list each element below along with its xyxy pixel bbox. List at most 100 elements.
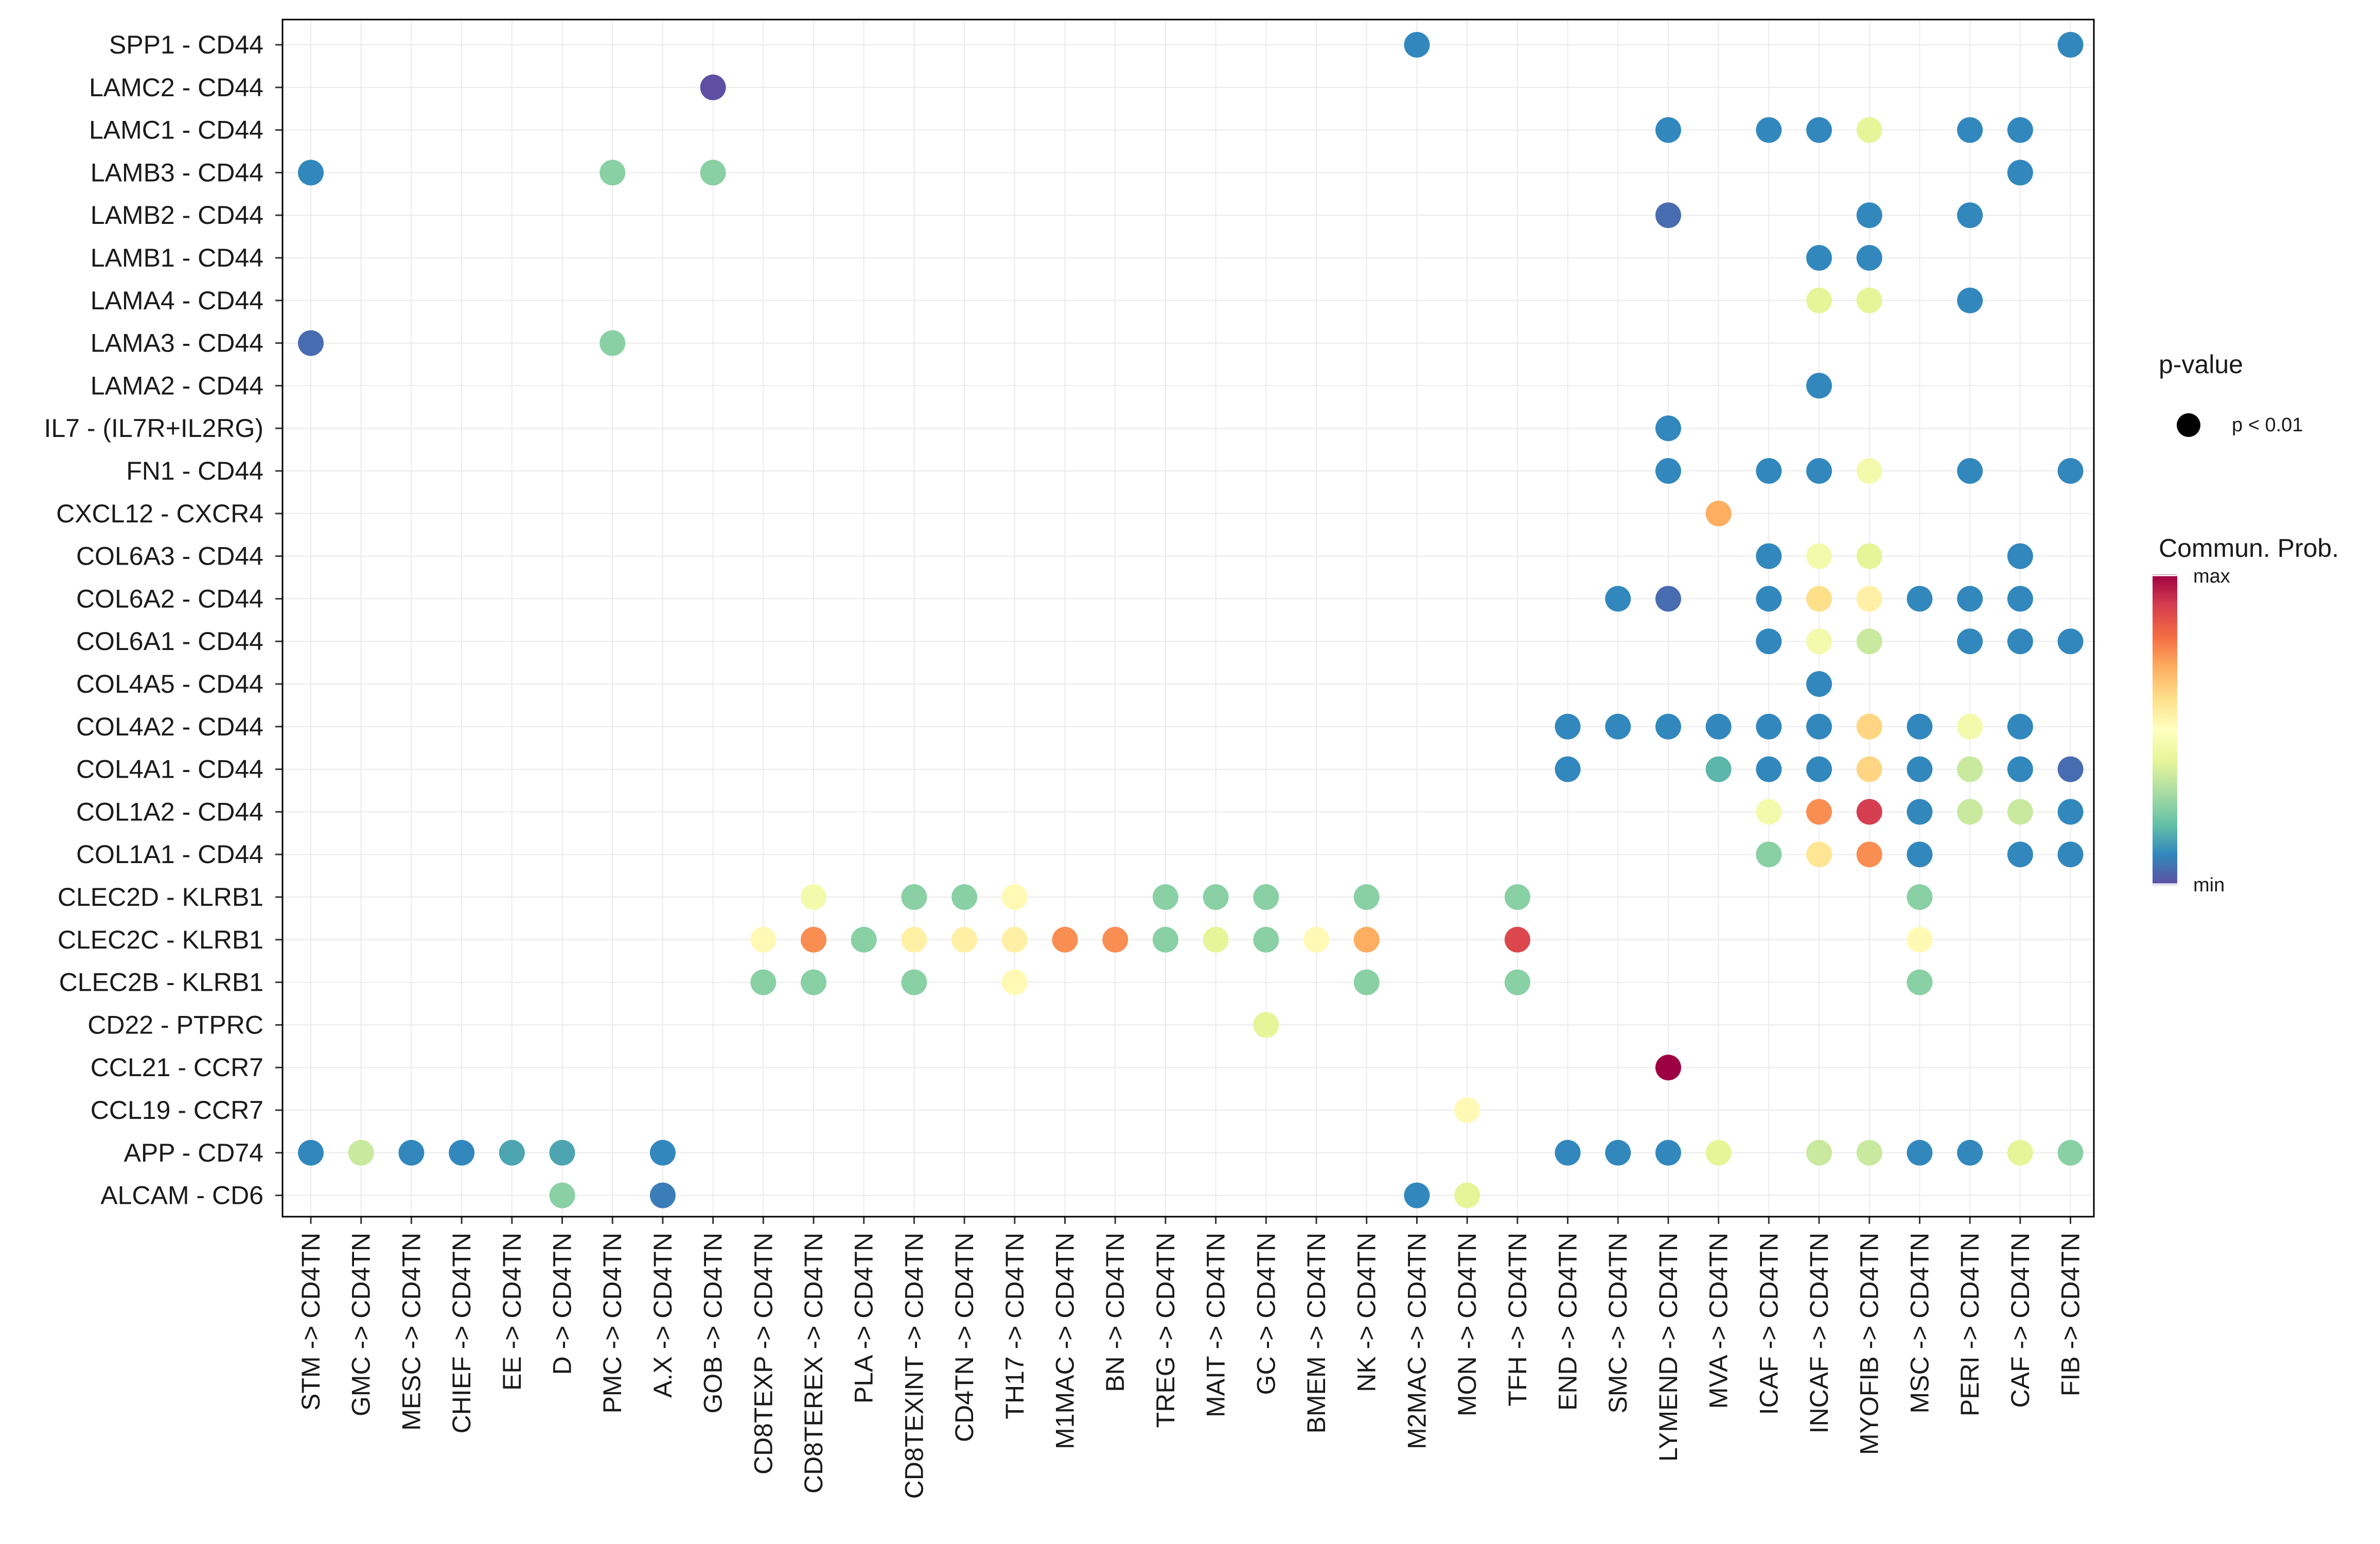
dot-point: [1303, 926, 1329, 953]
dot-point: [1756, 799, 1782, 825]
dot-point: [1907, 841, 1933, 868]
dot-point: [549, 1182, 575, 1208]
dot-point: [1806, 373, 1832, 399]
dot-point: [1806, 245, 1832, 271]
y-tick-label: COL1A1 - CD44: [76, 840, 263, 869]
dot-point: [1957, 628, 1983, 655]
x-tick-label: MVA -> CD4TN: [1704, 1233, 1733, 1409]
dot-point: [1907, 586, 1933, 612]
dot-point: [1404, 1182, 1430, 1208]
dot-point: [1756, 458, 1782, 484]
y-tick-label: CCL19 - CCR7: [91, 1096, 263, 1125]
dot-point: [2057, 1139, 2084, 1166]
dot-point: [649, 1182, 676, 1208]
dot-point: [1957, 287, 1983, 313]
dot-point: [298, 1139, 324, 1166]
y-tick-label: CD22 - PTPRC: [87, 1010, 263, 1039]
dot-point: [851, 926, 877, 953]
dot-point: [750, 926, 777, 953]
dot-point: [1655, 713, 1681, 740]
x-tick-label: CD8TEXP -> CD4TN: [749, 1233, 778, 1475]
y-tick-label: LAMA2 - CD44: [91, 371, 263, 400]
dot-point: [2057, 756, 2084, 782]
x-tick-label: SMC -> CD4TN: [1603, 1233, 1632, 1413]
dot-point: [1705, 500, 1732, 527]
y-tick-label: COL6A3 - CD44: [76, 542, 263, 571]
x-tick-label: MESC -> CD4TN: [397, 1233, 426, 1431]
dot-point: [2007, 586, 2033, 612]
dot-point: [1856, 117, 1882, 143]
dot-point: [1253, 1012, 1279, 1038]
dot-point: [1705, 756, 1732, 782]
dot-point: [700, 74, 726, 100]
dot-point: [1052, 926, 1078, 953]
y-tick-label: APP - CD74: [124, 1138, 263, 1167]
dot-point: [951, 884, 978, 910]
x-tick-label: EE -> CD4TN: [498, 1233, 526, 1391]
dot-point: [1856, 628, 1882, 655]
dot-point: [1756, 117, 1782, 143]
x-tick-label: NK -> CD4TN: [1352, 1233, 1381, 1392]
dot-point: [2007, 543, 2033, 569]
x-tick-label: M2MAC -> CD4TN: [1402, 1233, 1431, 1449]
y-tick-label: FN1 - CD44: [126, 457, 263, 485]
y-tick-label: LAMB1 - CD44: [91, 243, 263, 272]
dot-point: [1203, 926, 1229, 953]
dot-point: [1152, 884, 1178, 910]
dot-point: [750, 969, 777, 995]
dot-point: [901, 884, 927, 910]
x-tick-label: A.X -> CD4TN: [648, 1233, 677, 1398]
dot-point: [1404, 32, 1430, 58]
dot-point: [1555, 756, 1581, 782]
x-tick-label: MAIT -> CD4TN: [1202, 1233, 1230, 1417]
dot-point: [1001, 884, 1028, 910]
y-tick-label: LAMA4 - CD44: [91, 286, 263, 315]
x-tick-label: LYMEND -> CD4TN: [1654, 1233, 1683, 1462]
dot-point: [1806, 117, 1832, 143]
dot-point: [1856, 841, 1882, 868]
plot-panel-border: [281, 19, 2095, 1218]
dot-point: [499, 1139, 525, 1166]
dot-point: [1001, 969, 1028, 995]
dot-point: [951, 926, 978, 953]
y-tick-label: COL4A1 - CD44: [76, 755, 263, 784]
dot-point: [1655, 202, 1681, 229]
dot-point: [801, 969, 826, 995]
x-tick-label: BN -> CD4TN: [1101, 1233, 1130, 1392]
dot-point: [2057, 841, 2084, 868]
dot-point: [1806, 756, 1832, 782]
dot-point: [1957, 586, 1983, 612]
dot-point: [2057, 628, 2084, 655]
dot-point: [1756, 628, 1782, 655]
dot-point: [2007, 1139, 2033, 1166]
dot-point: [1806, 671, 1832, 697]
dot-point: [1907, 969, 1933, 995]
dot-point: [1957, 458, 1983, 484]
dot-point: [1856, 799, 1882, 825]
dot-point: [700, 160, 726, 186]
dot-point: [1806, 841, 1832, 868]
x-tick-label: CHIEF -> CD4TN: [447, 1233, 476, 1433]
dot-point: [1555, 713, 1581, 740]
dot-point: [1756, 841, 1782, 868]
dot-point: [1756, 543, 1782, 569]
dot-point: [1856, 713, 1882, 740]
dot-point: [1353, 926, 1380, 953]
dot-point: [1957, 799, 1983, 825]
dot-point: [901, 926, 927, 953]
dot-point: [449, 1139, 475, 1166]
dot-point: [2007, 628, 2033, 655]
y-tick-label: SPP1 - CD44: [109, 30, 263, 59]
dot-point: [1907, 884, 1933, 910]
dot-point: [1806, 543, 1832, 569]
dot-point: [1856, 756, 1882, 782]
x-tick-label: TFH -> CD4TN: [1503, 1233, 1532, 1407]
dot-point: [1203, 884, 1229, 910]
dot-point: [1504, 926, 1530, 953]
dot-point: [1655, 415, 1681, 442]
y-tick-label: CCL21 - CCR7: [91, 1053, 263, 1082]
x-tick-label: CAF -> CD4TN: [2006, 1233, 2035, 1408]
dot-point: [2057, 32, 2084, 58]
dot-point: [1806, 1139, 1832, 1166]
dot-point: [298, 160, 324, 186]
